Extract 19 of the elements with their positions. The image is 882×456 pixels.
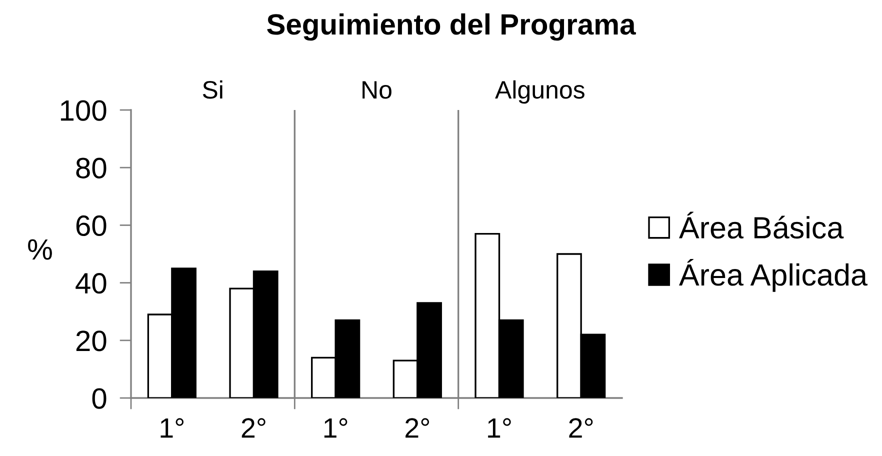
legend-label: Área Básica bbox=[679, 212, 844, 239]
legend-label: Área Aplicada bbox=[679, 259, 868, 292]
text: Algunos bbox=[495, 80, 584, 104]
x-tick-label: 1° bbox=[324, 418, 348, 438]
y-tick-label: 0 bbox=[92, 388, 106, 409]
chart-title: Seguimiento del Programa bbox=[267, 13, 636, 41]
y-tick-label: 100 bbox=[60, 100, 106, 121]
x-tick-label: 1° bbox=[488, 418, 511, 438]
text: Si bbox=[202, 80, 222, 99]
y-tick-label: 40 bbox=[76, 273, 106, 294]
x-tick-label: 2° bbox=[242, 418, 266, 438]
y-tick-label: 20 bbox=[76, 330, 106, 352]
y-tick-label: 60 bbox=[76, 215, 106, 236]
y-tick-label: 80 bbox=[76, 158, 106, 178]
text: No bbox=[362, 81, 392, 99]
y-axis-title: % bbox=[28, 239, 52, 260]
x-tick-label: 2° bbox=[406, 418, 430, 438]
x-tick-label: 1° bbox=[160, 418, 184, 438]
x-tick-label: 2° bbox=[569, 418, 593, 438]
